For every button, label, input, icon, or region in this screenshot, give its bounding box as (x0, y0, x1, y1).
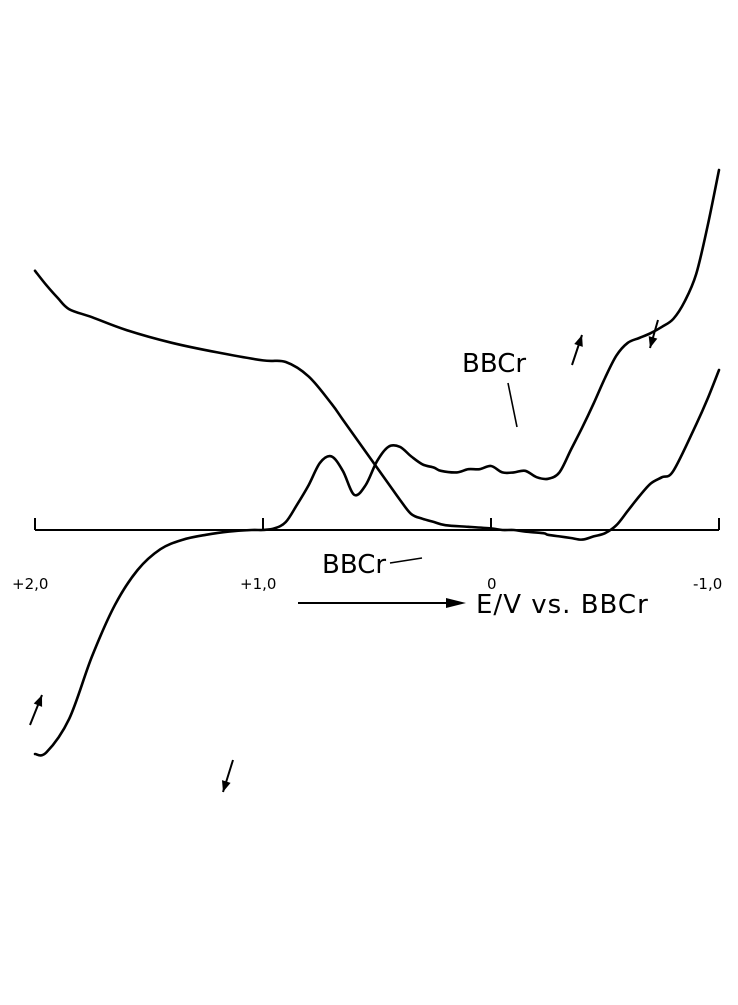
sweep-direction-arrow (221, 759, 234, 793)
xlabel-arrow (298, 598, 466, 608)
x-tick-label: -1,0 (693, 575, 722, 593)
series-line-anodic (33, 168, 721, 757)
sweep-direction-arrow (648, 319, 659, 349)
series-line-cathodic (33, 269, 721, 541)
sweep-arrows (29, 319, 659, 793)
sweep-direction-arrow (571, 334, 583, 366)
annotation-leader-oxidation (507, 382, 518, 428)
sweep-direction-arrow (29, 694, 43, 726)
x-tick-label: +1,0 (240, 575, 276, 593)
annotation-label-reduction: BBCr (322, 550, 386, 580)
x-tick-label: +2,0 (12, 575, 48, 593)
x-tick-label: 0 (487, 575, 497, 593)
annotation-label-oxidation: BBCr (462, 349, 526, 379)
annotation-leader-reduction (389, 557, 423, 564)
voltammogram-curves (33, 168, 721, 757)
x-axis-title: E/V vs. BBCr (476, 590, 649, 620)
